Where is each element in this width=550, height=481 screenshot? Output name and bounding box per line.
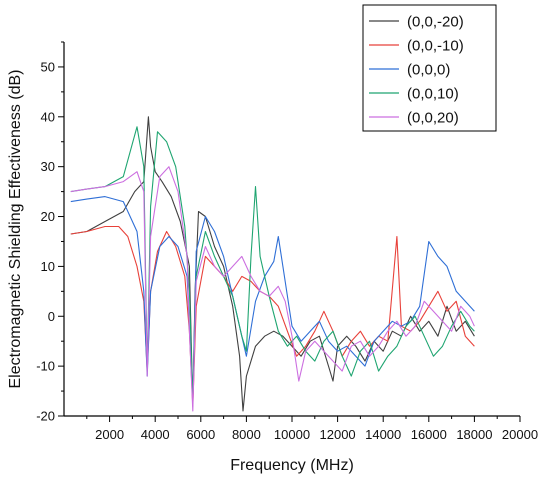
legend: (0,0,-20) (0,0,-10) (0,0,0) (0,0,10) (0,0,20… [362, 4, 497, 132]
x-tick-label: 10000 [274, 427, 310, 442]
x-axis-title: Frequency (MHz) [230, 457, 354, 474]
legend-label: (0,0,10) [407, 86, 459, 103]
legend-label: (0,0,20) [407, 110, 459, 127]
y-tick-label: -20 [36, 409, 55, 424]
series-group [70, 116, 475, 412]
x-tick-label: 18000 [456, 427, 492, 442]
legend-label: (0,0,-10) [407, 38, 464, 55]
y-tick-label: 20 [41, 209, 55, 224]
x-tick-label: 6000 [186, 427, 215, 442]
x-axis: 2000 4000 6000 8000 10000 12000 14000 16000 1800… [86, 416, 538, 442]
y-tick-label: 40 [41, 109, 55, 124]
series-line-4 [70, 126, 475, 402]
legend-label: (0,0,0) [407, 62, 450, 79]
legend-label: (0,0,-20) [407, 14, 464, 31]
series-line-5 [70, 166, 475, 412]
x-tick-label: 8000 [232, 427, 261, 442]
legend-box [362, 4, 497, 132]
x-tick-label: 16000 [411, 427, 447, 442]
y-tick-label: 0 [48, 309, 55, 324]
x-tick-label: 14000 [365, 427, 401, 442]
y-tick-label: -10 [36, 359, 55, 374]
y-axis: -20 -10 0 10 20 30 40 50 [36, 41, 64, 424]
x-tick-label: 20000 [502, 427, 538, 442]
series-line-3 [70, 196, 475, 402]
x-tick-label: 2000 [95, 427, 124, 442]
x-tick-label: 12000 [320, 427, 356, 442]
x-tick-label: 4000 [141, 427, 170, 442]
y-tick-label: 10 [41, 259, 55, 274]
y-tick-label: 30 [41, 159, 55, 174]
y-tick-label: 50 [41, 59, 55, 74]
y-axis-title: Electromagnetic Shielding Effectiveness … [7, 70, 24, 389]
